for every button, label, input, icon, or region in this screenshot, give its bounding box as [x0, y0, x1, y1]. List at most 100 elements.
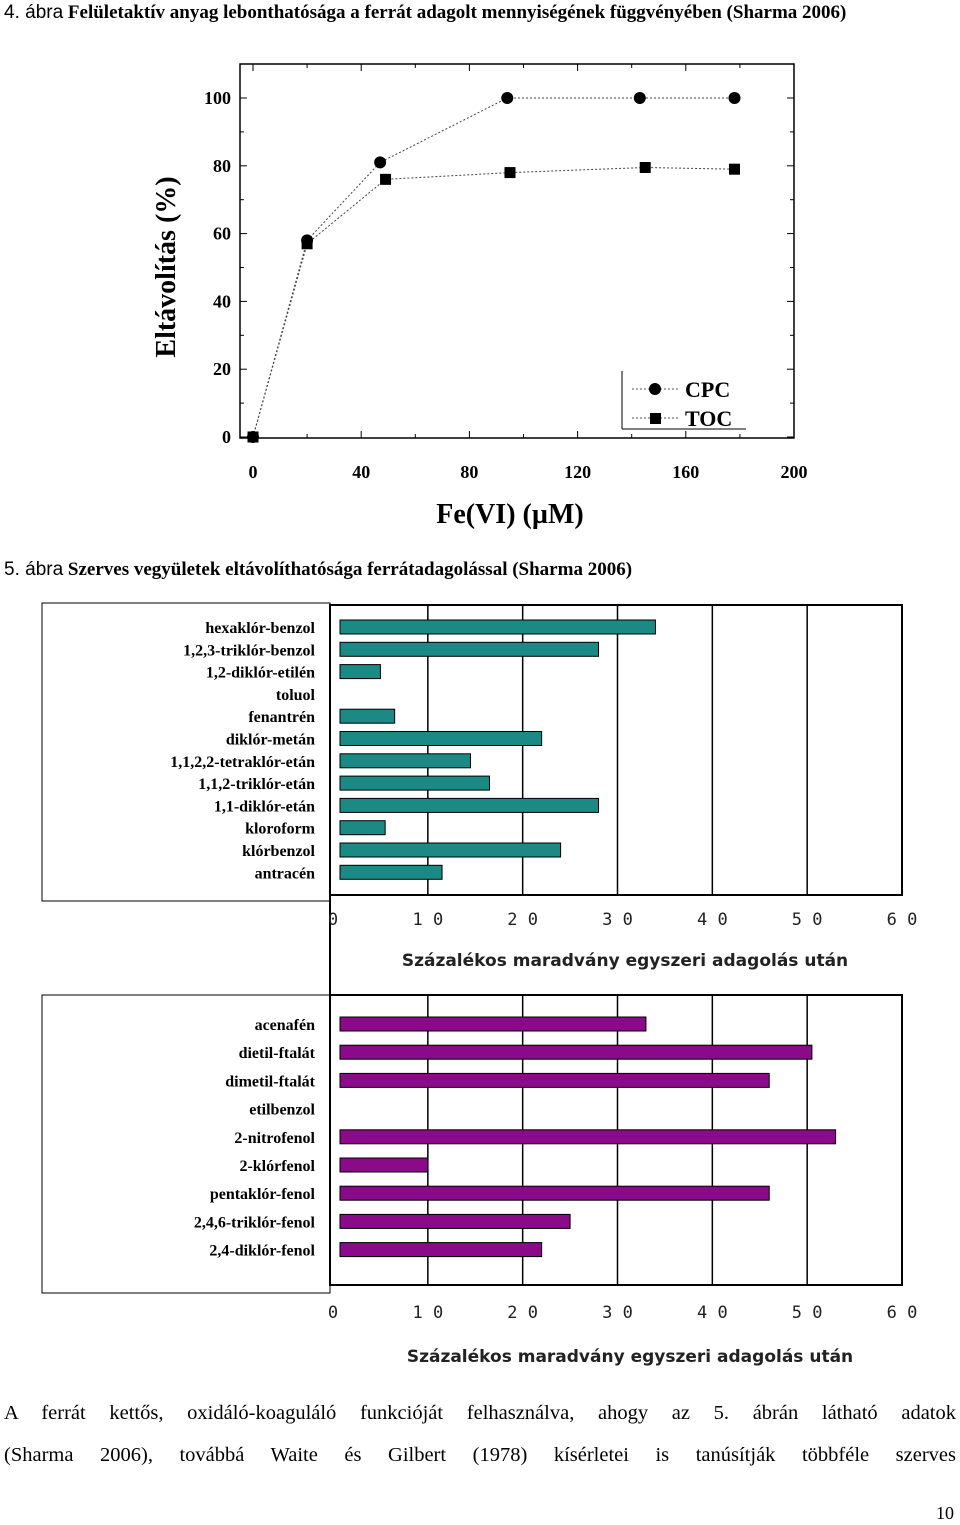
category-label: pentaklór-fenol	[210, 1186, 316, 1203]
cpc-point	[374, 156, 387, 169]
category-label: 2,4-diklór-fenol	[209, 1243, 315, 1260]
residual-bar-chart-2: acenafén dietil-ftalát dimetil-ftalát etilb…	[41, 994, 918, 1367]
bar	[339, 775, 490, 791]
bar	[339, 664, 381, 680]
figure5-caption: 5. ábra Szerves vegyületek eltávolítható…	[4, 557, 632, 583]
removal-line-chart: 0 20 40 60 80 100 0 40 80 120 160 200 Eltávolítás …	[151, 63, 808, 530]
x-tick-label: 160	[672, 462, 699, 482]
bar	[339, 1129, 837, 1145]
x-tick-label: 3 0	[602, 910, 633, 930]
chart2-x-axis-label: Százalékos maradvány egyszeri adagolás u…	[402, 951, 848, 971]
bar	[339, 753, 472, 769]
category-label: 2-nitrofenol	[234, 1130, 315, 1147]
category-label: hexaklór-benzol	[205, 620, 315, 637]
x-tick-label: 2 0	[507, 910, 538, 930]
x-tick-label: 40	[352, 462, 370, 482]
x-tick-label: 1 0	[412, 1303, 443, 1323]
figure4-number: 4. ábra	[4, 2, 64, 23]
bar	[339, 1072, 770, 1088]
x-tick-label: 0	[249, 462, 258, 482]
bar	[339, 731, 543, 746]
category-label: 1,1,2-triklór-etán	[198, 776, 315, 793]
x-tick-label: 0	[328, 910, 338, 930]
category-label: kloroform	[245, 821, 316, 838]
x-tick-label: 80	[460, 462, 478, 482]
category-label: toluol	[276, 687, 316, 704]
cpc-point	[728, 92, 741, 104]
toc-point	[380, 173, 392, 185]
bar	[339, 1213, 571, 1229]
legend-toc-marker	[650, 413, 661, 424]
chart1-legend: CPC TOC	[621, 371, 746, 431]
figure5-title: Szerves vegyületek eltávolíthatósága fer…	[67, 559, 633, 580]
category-label: dietil-ftalát	[239, 1045, 316, 1062]
category-label: 2-klórfenol	[239, 1158, 315, 1175]
category-label: 1,2-diklór-etilén	[206, 665, 315, 682]
chart1-x-axis-label: Fe(VI) (µM)	[436, 499, 584, 530]
legend-cpc-marker	[649, 383, 661, 395]
y-tick-label: 40	[213, 291, 231, 311]
chart3-x-axis-label: Százalékos maradvány egyszeri adagolás u…	[407, 1347, 853, 1367]
bar	[339, 820, 386, 836]
x-tick-label: 5 0	[792, 910, 823, 930]
figure4-title: Felületaktív anyag lebonthatósága a ferr…	[67, 2, 847, 23]
category-label: 1,2,3-triklór-benzol	[183, 642, 315, 659]
y-tick-label: 60	[213, 224, 231, 244]
bar	[339, 797, 600, 813]
x-tick-label: 5 0	[792, 1303, 823, 1323]
cpc-point	[633, 92, 646, 104]
legend-toc-label: TOC	[685, 406, 732, 431]
y-tick-label: 100	[204, 88, 231, 108]
bar	[339, 1016, 647, 1032]
y-tick-label: 20	[213, 359, 231, 379]
x-tick-label: 1 0	[412, 910, 443, 930]
category-label: 1,1-diklór-etán	[214, 798, 315, 815]
bar	[339, 1185, 770, 1201]
bar	[339, 1157, 429, 1173]
legend-cpc-label: CPC	[685, 377, 730, 402]
bar	[339, 708, 396, 724]
series-line-toc	[252, 166, 735, 438]
x-tick-label: 0	[328, 1303, 338, 1323]
category-label: 1,1,2,2-tetraklór-etán	[170, 754, 315, 771]
figure4-caption: 4. ábra Felületaktív anyag lebonthatóság…	[4, 0, 846, 26]
toc-point	[639, 161, 651, 173]
figure5-number: 5. ábra	[4, 559, 64, 580]
toc-point	[247, 431, 259, 443]
page-number: 10	[936, 1503, 954, 1523]
residual-bar-chart-1: hexaklór-benzol 1,2,3-triklór-benzol 1,2-d…	[41, 602, 918, 996]
x-tick-label: 2 0	[507, 1303, 538, 1323]
x-tick-label: 4 0	[697, 910, 728, 930]
bar	[339, 864, 443, 880]
cpc-point	[501, 92, 514, 104]
bar	[339, 842, 562, 858]
bar	[339, 1242, 543, 1258]
category-label: antracén	[255, 865, 316, 882]
x-tick-label: 6 0	[887, 910, 918, 930]
bar	[339, 1044, 813, 1060]
bar	[339, 641, 600, 657]
category-label: diklór-metán	[226, 732, 315, 749]
chart2-plot-frame	[329, 604, 903, 896]
category-label: 2,4,6-triklór-fenol	[194, 1214, 316, 1231]
x-tick-label: 120	[564, 462, 591, 482]
chart1-frame	[239, 63, 795, 439]
chart3-plot-frame	[329, 994, 903, 1286]
x-tick-label: 6 0	[887, 1303, 918, 1323]
toc-point	[504, 167, 516, 179]
body-paragraph-line-2: (Sharma 2006), továbbá Waite és Gilbert …	[4, 1444, 956, 1466]
bar	[339, 619, 656, 635]
series-line-cpc	[252, 97, 735, 438]
x-tick-label: 3 0	[602, 1303, 633, 1323]
x-tick-label: 200	[781, 462, 808, 482]
toc-point	[301, 238, 313, 250]
category-label: acenafén	[255, 1017, 316, 1034]
y-tick-label: 80	[213, 156, 231, 176]
category-label: fenantrén	[248, 709, 315, 726]
chart1-y-axis-label: Eltávolítás (%)	[151, 176, 182, 357]
y-tick-label: 0	[222, 427, 231, 447]
body-paragraph-line-1: A ferrát kettős, oxidáló-koaguláló funkc…	[4, 1402, 956, 1424]
category-label: klórbenzol	[242, 843, 315, 860]
x-tick-label: 4 0	[697, 1303, 728, 1323]
